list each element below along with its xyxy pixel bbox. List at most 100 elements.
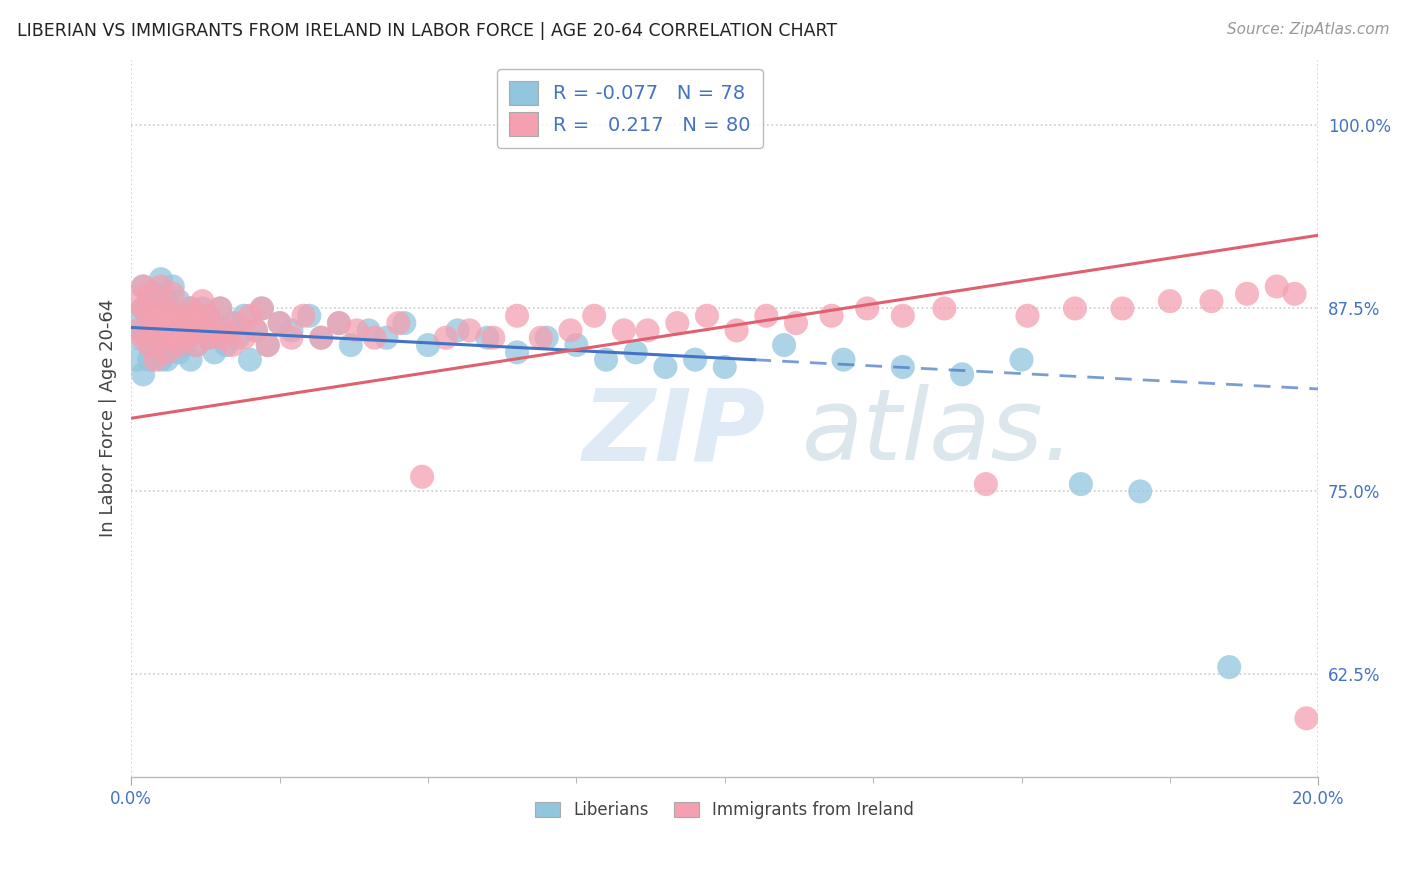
Point xyxy=(132,368,155,382)
Point xyxy=(683,352,706,367)
Point xyxy=(280,331,302,345)
Point xyxy=(191,294,214,309)
Point xyxy=(624,345,647,359)
Point xyxy=(447,323,470,337)
Point xyxy=(292,309,315,323)
Point xyxy=(149,309,172,323)
Text: Source: ZipAtlas.com: Source: ZipAtlas.com xyxy=(1226,22,1389,37)
Point xyxy=(269,316,291,330)
Point xyxy=(256,338,278,352)
Point xyxy=(309,331,332,345)
Point xyxy=(411,470,433,484)
Point xyxy=(696,309,718,323)
Text: ZIP: ZIP xyxy=(582,384,765,481)
Point xyxy=(173,309,195,323)
Point xyxy=(127,294,149,309)
Point xyxy=(482,331,505,345)
Point xyxy=(1159,294,1181,309)
Point xyxy=(186,338,208,352)
Point xyxy=(191,301,214,316)
Point xyxy=(713,359,735,374)
Point xyxy=(180,301,202,316)
Point xyxy=(138,338,160,352)
Point xyxy=(387,316,409,330)
Point xyxy=(269,316,291,330)
Point xyxy=(725,323,748,337)
Point xyxy=(654,359,676,374)
Point xyxy=(143,316,166,330)
Point xyxy=(215,338,238,352)
Point xyxy=(173,331,195,345)
Point xyxy=(162,309,184,323)
Point xyxy=(197,331,219,345)
Point xyxy=(245,323,267,337)
Point xyxy=(180,301,202,316)
Point xyxy=(209,301,232,316)
Point xyxy=(162,331,184,345)
Point xyxy=(755,309,778,323)
Text: LIBERIAN VS IMMIGRANTS FROM IRELAND IN LABOR FORCE | AGE 20-64 CORRELATION CHART: LIBERIAN VS IMMIGRANTS FROM IRELAND IN L… xyxy=(17,22,837,40)
Point xyxy=(950,368,973,382)
Point xyxy=(1070,477,1092,491)
Text: atlas.: atlas. xyxy=(801,384,1076,481)
Point xyxy=(934,301,956,316)
Point xyxy=(191,323,214,337)
Point xyxy=(156,323,179,337)
Point xyxy=(132,301,155,316)
Point xyxy=(149,272,172,286)
Point xyxy=(477,331,499,345)
Point xyxy=(309,331,332,345)
Point xyxy=(156,294,179,309)
Point xyxy=(394,316,416,330)
Point xyxy=(132,279,155,293)
Point xyxy=(167,323,190,337)
Point xyxy=(156,352,179,367)
Point xyxy=(239,352,262,367)
Point xyxy=(143,301,166,316)
Point xyxy=(143,309,166,323)
Point xyxy=(167,316,190,330)
Point xyxy=(820,309,842,323)
Point xyxy=(162,286,184,301)
Point xyxy=(832,352,855,367)
Point xyxy=(613,323,636,337)
Point xyxy=(143,352,166,367)
Point xyxy=(346,323,368,337)
Point xyxy=(1295,711,1317,725)
Point xyxy=(595,352,617,367)
Point xyxy=(458,323,481,337)
Point xyxy=(1265,279,1288,293)
Point xyxy=(173,338,195,352)
Point xyxy=(127,352,149,367)
Point xyxy=(637,323,659,337)
Point xyxy=(560,323,582,337)
Legend: Liberians, Immigrants from Ireland: Liberians, Immigrants from Ireland xyxy=(529,795,921,826)
Point xyxy=(363,331,385,345)
Point xyxy=(785,316,807,330)
Point xyxy=(856,301,879,316)
Point xyxy=(974,477,997,491)
Point xyxy=(536,331,558,345)
Point xyxy=(156,338,179,352)
Point xyxy=(132,301,155,316)
Point xyxy=(149,352,172,367)
Point xyxy=(132,323,155,337)
Point xyxy=(132,279,155,293)
Point xyxy=(221,338,243,352)
Point xyxy=(186,309,208,323)
Point xyxy=(149,323,172,337)
Point xyxy=(666,316,689,330)
Point xyxy=(191,316,214,330)
Point xyxy=(215,323,238,337)
Point xyxy=(162,279,184,293)
Point xyxy=(891,309,914,323)
Point xyxy=(209,323,232,337)
Point xyxy=(357,323,380,337)
Point xyxy=(127,323,149,337)
Point xyxy=(138,309,160,323)
Point xyxy=(773,338,796,352)
Point xyxy=(506,309,529,323)
Point xyxy=(1236,286,1258,301)
Point xyxy=(202,323,225,337)
Point xyxy=(233,309,256,323)
